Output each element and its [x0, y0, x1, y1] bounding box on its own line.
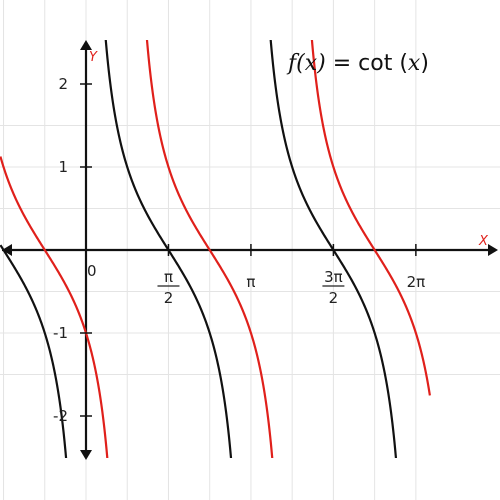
- title-close: ): [420, 51, 429, 76]
- y-axis-label: Y: [89, 50, 98, 65]
- x-tick-denominator: 2: [164, 289, 174, 307]
- title-func: f(x): [286, 51, 326, 76]
- x-tick-label: π: [246, 273, 255, 291]
- chart-title: f(x) = cot (x): [286, 51, 429, 76]
- curve-branch: [310, 40, 431, 396]
- x-axis-label: X: [478, 234, 489, 249]
- curve-branch: [0, 156, 109, 458]
- y-tick-label: -2: [53, 407, 68, 425]
- x-tick-denominator: 2: [329, 289, 339, 307]
- x-tick-label: 2π: [407, 273, 426, 291]
- y-axis-arrow-bottom: [80, 450, 92, 460]
- x-axis-arrow-left: [2, 244, 12, 256]
- origin-label: 0: [87, 262, 97, 280]
- title-var: x: [408, 51, 421, 76]
- curve-branch: [0, 244, 68, 458]
- axes: [2, 40, 498, 460]
- title-eq: = cot (: [326, 51, 408, 76]
- x-tick-numerator: 3π: [324, 268, 343, 286]
- series-cot-shifted: [0, 40, 431, 458]
- y-tick-label: 1: [58, 158, 68, 176]
- y-tick-label: 2: [58, 75, 68, 93]
- y-axis-arrow-top: [80, 40, 92, 50]
- y-tick-label: -1: [53, 324, 68, 342]
- x-tick-numerator: π: [164, 268, 173, 286]
- curve-branch: [145, 40, 274, 458]
- x-axis-arrow-right: [488, 244, 498, 256]
